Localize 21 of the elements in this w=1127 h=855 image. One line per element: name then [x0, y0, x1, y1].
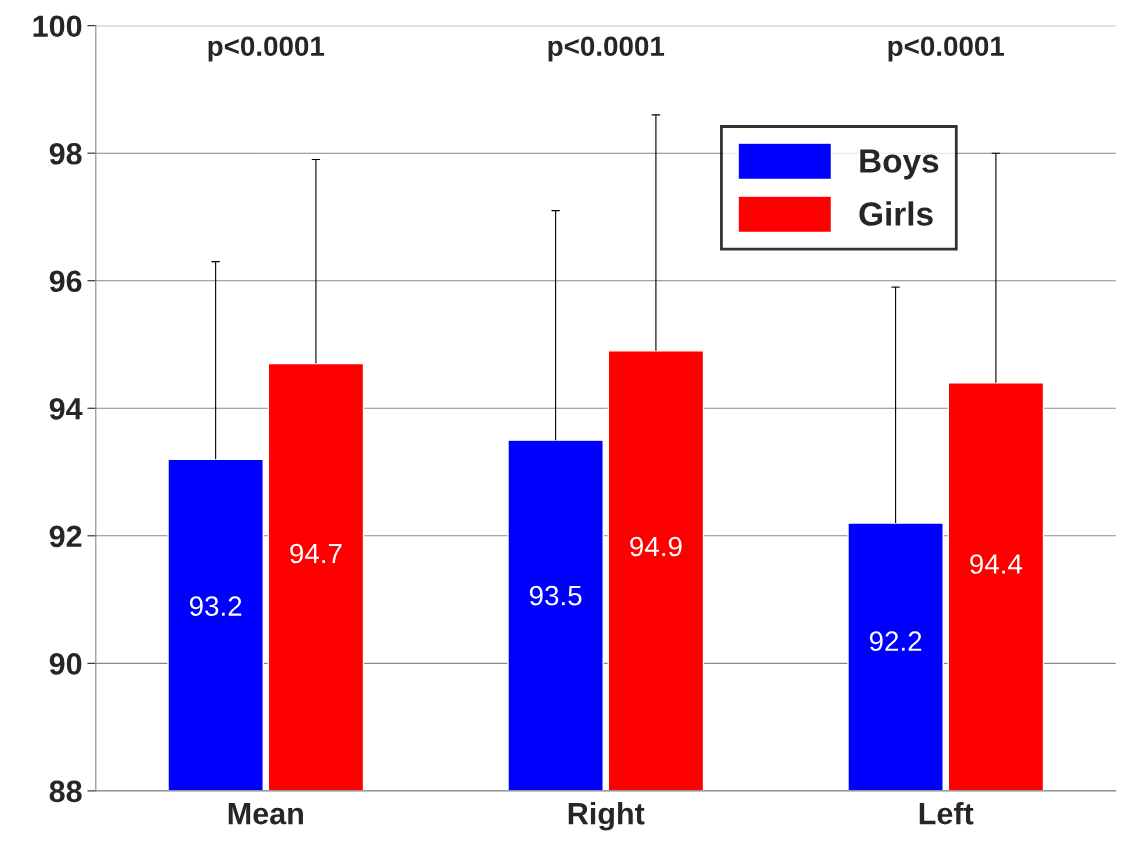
x-tick-label: Left [919, 801, 974, 825]
y-tick-label: 92 [49, 525, 82, 548]
data-label: 92.2 [869, 631, 922, 652]
y-tick-label: 90 [49, 653, 82, 675]
y-tick-label: 94 [49, 398, 83, 420]
y-tick-label: 96 [49, 270, 82, 293]
y-tick-label: 88 [49, 780, 82, 803]
legend-label: Boys [860, 149, 939, 180]
data-label: 94.4 [970, 554, 1023, 574]
legend-label: Girls [859, 201, 933, 226]
data-label: 93.2 [189, 596, 242, 616]
data-label: 94.7 [290, 543, 342, 564]
x-tick-label: Right [568, 801, 645, 831]
annotation: p<0.0001 [208, 36, 325, 62]
annotation: p<0.0001 [548, 36, 665, 62]
data-label: 94.9 [630, 536, 682, 557]
annotation: p<0.0001 [888, 36, 1005, 62]
y-tick-label: 100 [33, 15, 82, 38]
data-label: 93.5 [529, 585, 582, 606]
y-tick-label: 98 [49, 142, 82, 165]
x-tick-label: Mean [228, 803, 303, 825]
